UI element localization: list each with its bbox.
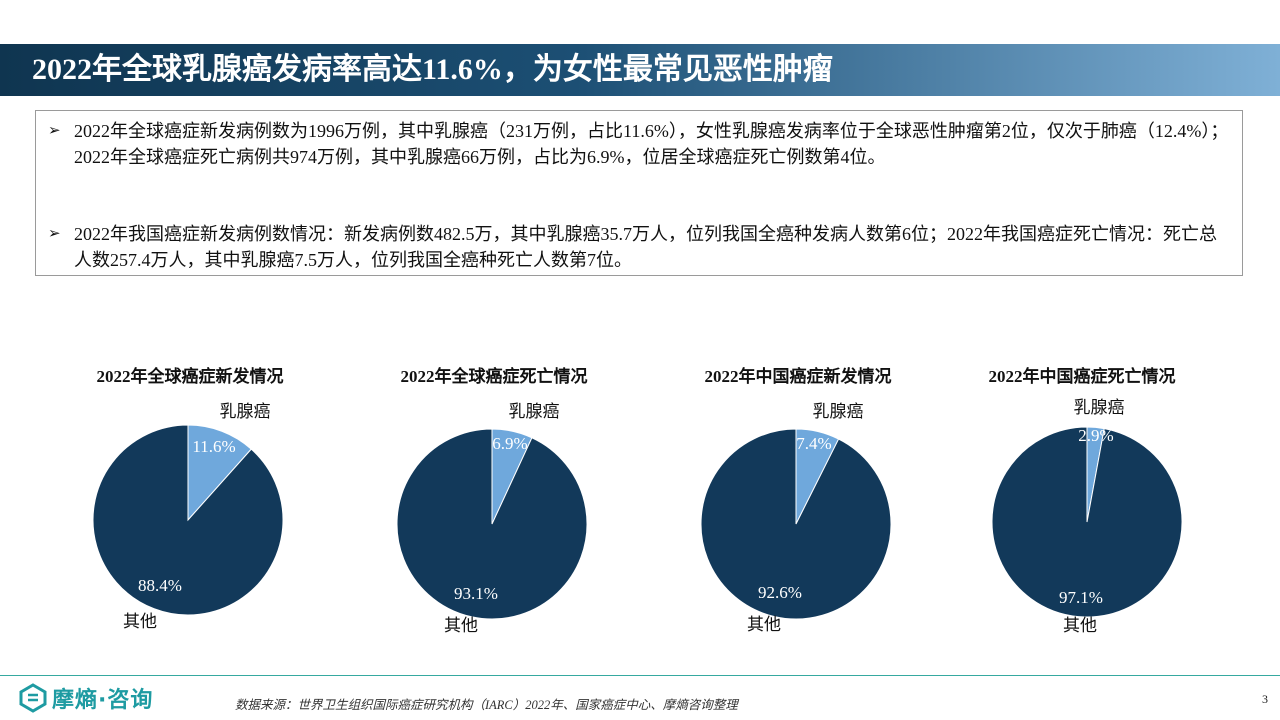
data-source-note: 数据来源：世界卫生组织国际癌症研究机构（IARC）2022年、国家癌症中心、摩熵… [235,698,738,712]
pie-slice-breast-cancer [187,424,252,522]
pie-slice-other [396,428,588,620]
data-label-other: 92.6% [758,583,802,602]
data-label-other: 97.1% [1059,588,1103,607]
category-label-other: 其他 [1063,616,1097,635]
category-label-breast-cancer: 乳腺癌 [220,402,271,421]
category-label-breast-cancer: 乳腺癌 [509,402,560,421]
data-label-other: 93.1% [454,584,498,603]
data-label-breast-cancer: 11.6% [192,437,235,456]
brand-logo: 摩熵·咨询 [18,683,153,713]
page-number: 3 [1262,692,1268,706]
chart-title-global-incidence: 2022年全球癌症新发情况 [96,367,284,386]
summary-bullet-global: ➢ 2022年全球癌症新发病例数为1996万例，其中乳腺癌（231万例，占比11… [48,118,1232,170]
chart-title-global-death: 2022年全球癌症死亡情况 [400,367,588,386]
pie-slice-other [991,426,1183,618]
bullet-text: 2022年全球癌症新发病例数为1996万例，其中乳腺癌（231万例，占比11.6… [74,121,1229,167]
hexagon-logo-icon [19,683,47,713]
arrow-bullet-icon: ➢ [48,226,61,242]
pie-slice-other [700,428,892,620]
footer-divider [0,675,1280,676]
category-label-other: 其他 [747,615,781,634]
data-label-breast-cancer: 2.9% [1078,426,1113,445]
page-title: 2022年全球乳腺癌发病率高达11.6%，为女性最常见恶性肿瘤 [32,53,833,86]
arrow-bullet-icon: ➢ [48,123,61,139]
logo-text: 摩熵·咨询 [52,688,154,713]
bullet-text: 2022年我国癌症新发病例数情况：新发病例数482.5万，其中乳腺癌35.7万人… [74,224,1217,270]
summary-box: ➢ 2022年全球癌症新发病例数为1996万例，其中乳腺癌（231万例，占比11… [35,110,1243,276]
data-label-other: 88.4% [138,576,182,595]
category-label-other: 其他 [123,612,157,631]
summary-bullet-china: ➢ 2022年我国癌症新发病例数情况：新发病例数482.5万，其中乳腺癌35.7… [48,221,1232,273]
title-bar: 2022年全球乳腺癌发病率高达11.6%，为女性最常见恶性肿瘤 [0,44,1280,96]
category-label-breast-cancer: 乳腺癌 [1074,398,1125,417]
category-label-breast-cancer: 乳腺癌 [813,402,864,421]
data-label-breast-cancer: 6.9% [492,434,527,453]
chart-title-china-death: 2022年中国癌症死亡情况 [988,367,1176,386]
chart-title-china-incidence: 2022年中国癌症新发情况 [704,367,892,386]
data-label-breast-cancer: 7.4% [796,434,831,453]
category-label-other: 其他 [444,616,478,635]
pie-slice-other [92,424,284,616]
